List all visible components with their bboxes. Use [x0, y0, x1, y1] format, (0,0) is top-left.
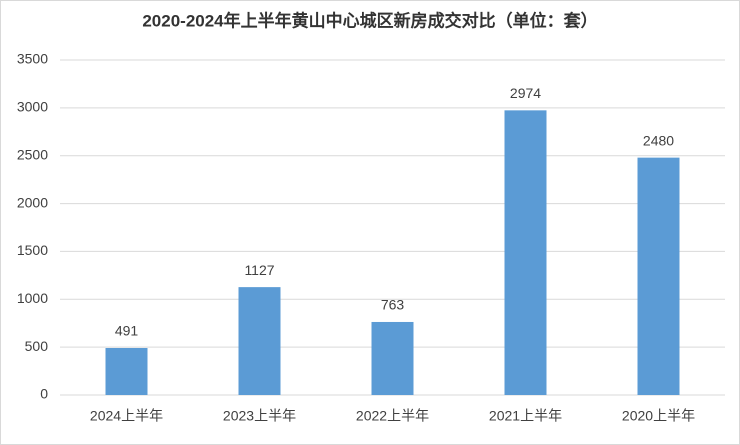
data-label: 2974 — [510, 85, 541, 101]
bar — [371, 321, 414, 395]
bar — [238, 287, 281, 395]
data-label: 1127 — [244, 262, 274, 278]
y-tick-label: 1000 — [17, 290, 48, 306]
y-tick-label: 3000 — [17, 99, 48, 115]
x-tick-label: 2021上半年 — [489, 408, 562, 424]
y-tick-label: 0 — [40, 386, 48, 402]
bar — [504, 110, 547, 396]
x-tick-label: 2024上半年 — [90, 408, 163, 424]
x-tick-label: 2022上半年 — [356, 408, 429, 424]
x-tick-label: 2020上半年 — [622, 408, 695, 424]
data-label: 491 — [115, 323, 139, 339]
data-label: 2480 — [643, 132, 674, 148]
bar — [637, 157, 680, 395]
y-tick-label: 3500 — [17, 51, 48, 67]
y-tick-label: 2000 — [17, 194, 48, 210]
y-tick-label: 2500 — [17, 146, 48, 162]
bar — [105, 348, 148, 395]
y-tick-label: 500 — [25, 338, 49, 354]
y-tick-label: 1500 — [17, 242, 48, 258]
chart-title: 2020-2024年上半年黄山中心城区新房成交对比（单位：套） — [142, 10, 597, 30]
x-tick-label: 2023上半年 — [223, 408, 296, 424]
data-label: 763 — [381, 297, 405, 313]
